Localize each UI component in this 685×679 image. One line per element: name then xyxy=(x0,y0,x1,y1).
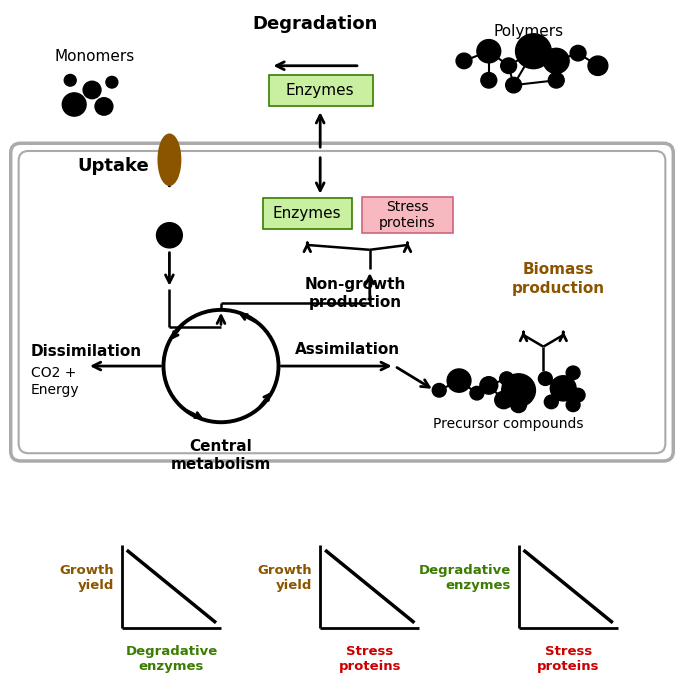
Text: CO2 +: CO2 + xyxy=(31,366,76,380)
Circle shape xyxy=(516,34,551,69)
FancyBboxPatch shape xyxy=(262,198,352,230)
Circle shape xyxy=(432,384,446,397)
Circle shape xyxy=(506,77,521,93)
Circle shape xyxy=(470,386,484,400)
Circle shape xyxy=(64,75,76,86)
Text: Uptake: Uptake xyxy=(77,157,149,175)
Text: Biomass
production: Biomass production xyxy=(512,262,605,295)
Circle shape xyxy=(480,377,498,394)
Circle shape xyxy=(543,48,569,73)
Text: Central
metabolism: Central metabolism xyxy=(171,439,271,473)
Text: Precursor compounds: Precursor compounds xyxy=(434,417,584,431)
Text: Assimilation: Assimilation xyxy=(295,342,401,357)
Text: Stress
proteins: Stress proteins xyxy=(338,645,401,673)
Circle shape xyxy=(566,398,580,411)
Circle shape xyxy=(550,375,576,401)
FancyBboxPatch shape xyxy=(362,196,453,234)
Circle shape xyxy=(156,223,182,248)
Circle shape xyxy=(570,45,586,61)
Circle shape xyxy=(548,73,564,88)
Text: Stress
proteins: Stress proteins xyxy=(537,645,599,673)
Circle shape xyxy=(495,391,512,409)
Circle shape xyxy=(477,39,501,63)
Text: Non-growth
production: Non-growth production xyxy=(304,276,406,310)
Circle shape xyxy=(538,372,552,386)
Text: Stress
proteins: Stress proteins xyxy=(379,200,436,230)
Circle shape xyxy=(545,395,558,409)
FancyBboxPatch shape xyxy=(11,143,673,461)
Text: Enzymes: Enzymes xyxy=(273,206,342,221)
Circle shape xyxy=(62,93,86,116)
Ellipse shape xyxy=(158,134,180,185)
Text: Growth
yield: Growth yield xyxy=(59,564,114,592)
Text: Enzymes: Enzymes xyxy=(286,84,355,98)
Text: Degradative
enzymes: Degradative enzymes xyxy=(419,564,510,592)
Text: Degradative
enzymes: Degradative enzymes xyxy=(125,645,218,673)
Circle shape xyxy=(500,372,514,386)
Circle shape xyxy=(588,56,608,75)
Circle shape xyxy=(83,81,101,98)
FancyBboxPatch shape xyxy=(269,75,373,107)
Circle shape xyxy=(481,73,497,88)
Text: Dissimilation: Dissimilation xyxy=(31,344,142,359)
Text: Polymers: Polymers xyxy=(493,24,564,39)
FancyBboxPatch shape xyxy=(18,151,665,454)
Circle shape xyxy=(501,374,536,407)
Circle shape xyxy=(501,58,516,73)
Circle shape xyxy=(95,98,113,115)
Text: Growth
yield: Growth yield xyxy=(258,564,312,592)
Text: Energy: Energy xyxy=(31,383,79,397)
Circle shape xyxy=(571,388,585,402)
Circle shape xyxy=(566,366,580,380)
Text: Degradation: Degradation xyxy=(253,15,378,33)
Circle shape xyxy=(447,369,471,392)
Circle shape xyxy=(456,53,472,69)
Circle shape xyxy=(510,397,527,413)
Text: Monomers: Monomers xyxy=(54,49,135,64)
Circle shape xyxy=(106,77,118,88)
